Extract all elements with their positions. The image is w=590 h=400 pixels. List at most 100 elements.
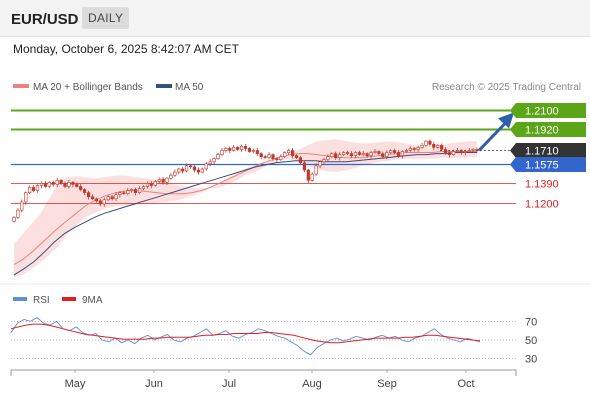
candle-body xyxy=(385,152,389,157)
rsi-line xyxy=(10,317,481,356)
candle-body xyxy=(126,190,130,195)
candle-body xyxy=(447,152,452,155)
candle-body xyxy=(153,181,157,186)
candle-body xyxy=(192,166,197,171)
candle xyxy=(440,143,444,152)
candle-body xyxy=(200,168,204,173)
candle-body xyxy=(145,183,150,187)
candle-body xyxy=(169,174,173,179)
time-label-Sep: Sep xyxy=(377,378,397,390)
candle xyxy=(330,152,334,159)
candle xyxy=(98,199,102,207)
candle xyxy=(365,152,369,158)
candle xyxy=(204,162,208,171)
level-label-bg-1.1710 xyxy=(516,143,586,158)
candle-body xyxy=(455,150,460,152)
candle-body xyxy=(271,154,275,160)
rsi-tick-label-70: 70 xyxy=(525,316,537,328)
candle xyxy=(216,152,220,160)
candle xyxy=(232,144,236,152)
candle-body xyxy=(279,156,283,161)
candle xyxy=(165,177,169,186)
candle xyxy=(220,148,224,157)
candle xyxy=(349,151,354,158)
candle-body xyxy=(345,152,350,154)
candle xyxy=(16,208,20,219)
candle-body xyxy=(443,149,448,153)
candle xyxy=(90,194,95,200)
candle xyxy=(290,148,295,159)
candle xyxy=(377,150,381,156)
candle xyxy=(47,181,51,189)
candle-body xyxy=(381,153,385,158)
candle-body xyxy=(114,194,118,200)
candle xyxy=(475,147,479,153)
candle-body xyxy=(110,196,114,200)
candle xyxy=(400,150,405,159)
instrument-title: EUR/USD xyxy=(11,11,79,28)
candle-body xyxy=(236,147,240,150)
candle xyxy=(275,156,279,163)
candle-body xyxy=(259,153,263,158)
candle-body xyxy=(161,179,165,183)
candle xyxy=(447,151,452,158)
candle xyxy=(102,197,106,207)
candle-body xyxy=(149,183,153,186)
candle-body xyxy=(83,189,87,193)
rsi-ma-line xyxy=(10,323,481,344)
candle xyxy=(35,184,40,193)
candle-body xyxy=(106,196,110,201)
candle xyxy=(369,150,373,159)
candle-body xyxy=(55,180,59,185)
candle-body xyxy=(59,180,63,184)
candle xyxy=(283,151,287,159)
candle-body xyxy=(220,150,224,155)
candle-body xyxy=(314,165,318,175)
candle-body xyxy=(196,169,201,173)
credit-text: Research © 2025 Trading Central xyxy=(432,82,581,93)
candle xyxy=(322,157,326,165)
candle xyxy=(243,143,248,152)
candle-body xyxy=(338,154,342,159)
timeframe-button[interactable]: DAILY xyxy=(82,7,130,29)
candle-body xyxy=(357,152,361,155)
candle-body xyxy=(134,189,138,193)
candle xyxy=(338,152,342,161)
candle-body xyxy=(247,148,252,152)
candle xyxy=(428,139,432,147)
ma50-line xyxy=(13,152,477,276)
level-label-tip-1.1710 xyxy=(510,143,516,158)
candle-body xyxy=(31,187,36,191)
candle xyxy=(192,165,197,173)
candle-body xyxy=(318,161,322,167)
candle xyxy=(404,148,409,153)
candle xyxy=(255,148,259,156)
candle-body xyxy=(440,145,444,150)
level-label-1.2100: 1.2100 xyxy=(525,106,559,118)
candle-body xyxy=(228,148,232,151)
candle-body xyxy=(326,156,330,161)
candle xyxy=(118,191,122,198)
candle xyxy=(189,164,193,169)
candle-body xyxy=(475,149,479,151)
level-label-bg-1.2100 xyxy=(516,103,586,118)
candle xyxy=(353,151,358,159)
candle-body xyxy=(365,153,369,157)
candle xyxy=(177,167,181,175)
candle xyxy=(169,173,173,180)
candle-body xyxy=(290,150,295,156)
candle-body xyxy=(79,186,83,190)
candle-body xyxy=(130,189,134,191)
candle xyxy=(173,169,177,177)
candle xyxy=(79,184,83,192)
candle xyxy=(149,180,153,189)
candle xyxy=(263,154,267,159)
candle-body xyxy=(212,158,216,163)
candle xyxy=(185,163,189,173)
candle xyxy=(424,140,428,148)
candle xyxy=(122,190,126,195)
candle-body xyxy=(408,148,412,151)
candle-body xyxy=(267,154,271,159)
candle-body xyxy=(35,185,40,191)
